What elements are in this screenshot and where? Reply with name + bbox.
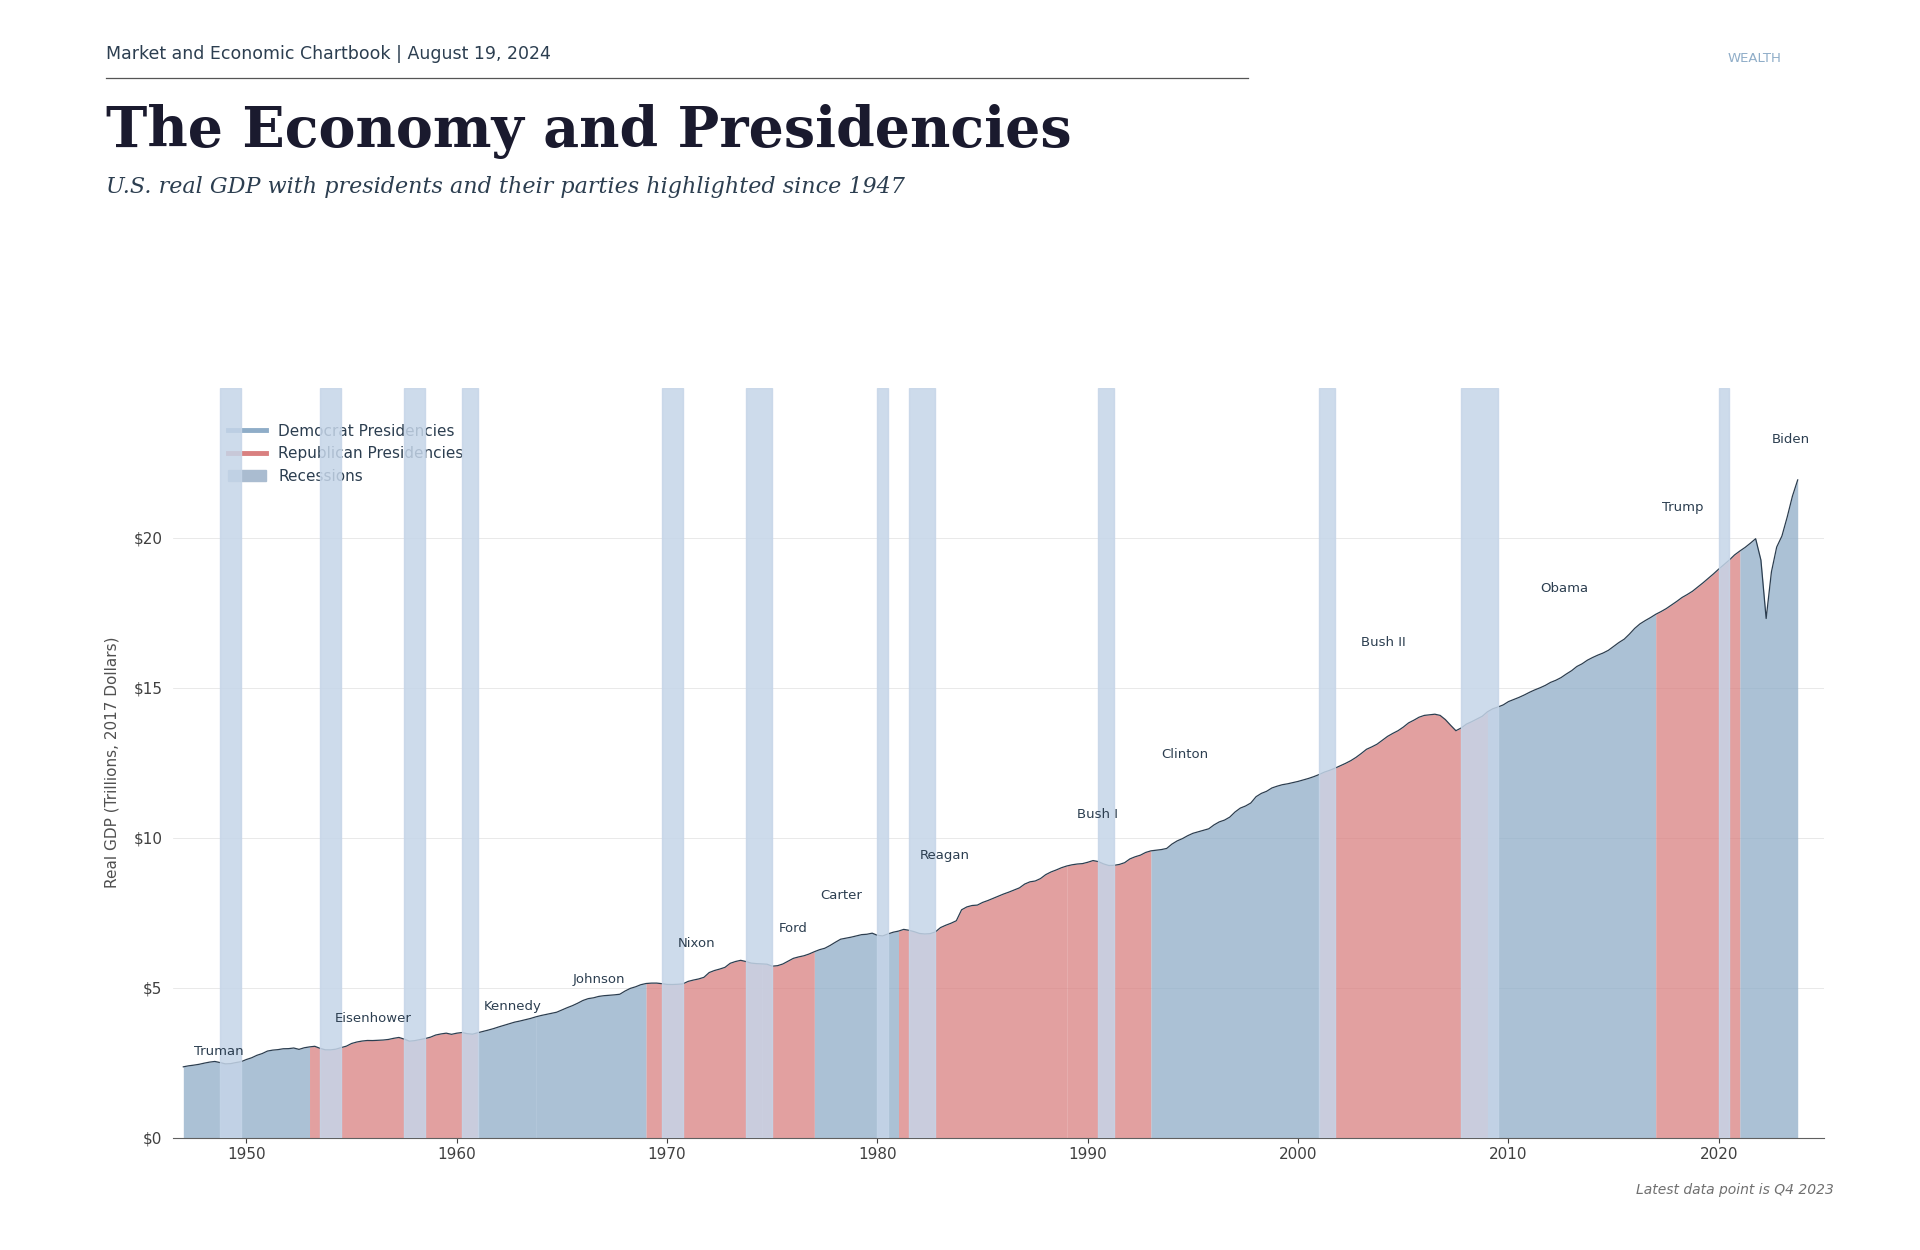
Bar <box>1461 388 1498 1138</box>
Bar <box>221 388 242 1138</box>
Y-axis label: Real GDP (Trillions, 2017 Dollars): Real GDP (Trillions, 2017 Dollars) <box>104 636 119 889</box>
Legend: Democrat Presidencies, Republican Presidencies, Recessions: Democrat Presidencies, Republican Presid… <box>221 418 470 490</box>
Text: WEALTH: WEALTH <box>1728 52 1782 65</box>
Bar <box>405 388 424 1138</box>
Text: Clinton: Clinton <box>1162 748 1208 761</box>
Bar <box>1718 388 1730 1138</box>
Text: Trump: Trump <box>1663 500 1703 514</box>
Bar <box>877 388 887 1138</box>
Text: Eisenhower: Eisenhower <box>334 1013 411 1025</box>
Bar <box>1098 388 1114 1138</box>
Text: Obama: Obama <box>1540 581 1588 595</box>
Text: Nixon: Nixon <box>678 938 716 950</box>
Bar <box>662 388 684 1138</box>
Text: Carter: Carter <box>820 889 862 902</box>
Text: Market and Economic Chartbook | August 19, 2024: Market and Economic Chartbook | August 1… <box>106 45 551 63</box>
Bar <box>321 388 342 1138</box>
Text: Reagan: Reagan <box>920 849 970 861</box>
Text: Bush II: Bush II <box>1361 635 1405 649</box>
Text: Ford: Ford <box>780 922 808 935</box>
Text: Bush I: Bush I <box>1077 808 1117 821</box>
Bar <box>908 388 935 1138</box>
Bar <box>463 388 478 1138</box>
Text: Biden: Biden <box>1772 432 1809 446</box>
Text: Latest data point is Q4 2023: Latest data point is Q4 2023 <box>1636 1182 1834 1198</box>
Text: The Economy and Presidencies: The Economy and Presidencies <box>106 104 1071 159</box>
Bar <box>747 388 772 1138</box>
Text: Kennedy: Kennedy <box>484 1000 541 1012</box>
Text: Johnson: Johnson <box>572 972 624 986</box>
Text: U.S. real GDP with presidents and their parties highlighted since 1947: U.S. real GDP with presidents and their … <box>106 176 904 199</box>
Text: CROSS BORDER: CROSS BORDER <box>1559 51 1686 66</box>
Text: Truman: Truman <box>194 1045 244 1058</box>
Bar <box>1319 388 1334 1138</box>
